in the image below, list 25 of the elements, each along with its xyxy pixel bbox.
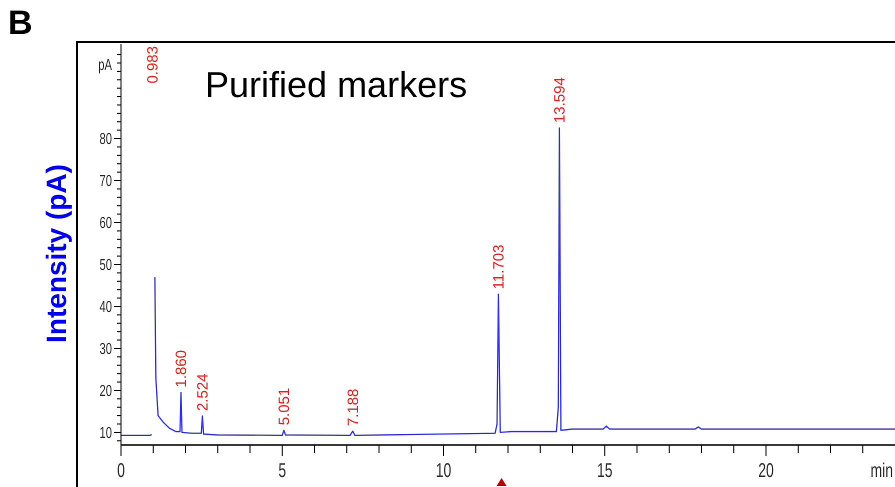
y-tick-label: 70 [100, 171, 112, 190]
annotation: 0.983 [144, 46, 162, 84]
text: pA [98, 54, 113, 74]
y-tick-label: 20 [100, 380, 112, 400]
text: Purified markers [205, 64, 468, 105]
y-axis-title: Intensity (pA) [41, 164, 72, 343]
annotation: 11.703 [490, 244, 508, 290]
x-tick-label: 20 [758, 458, 774, 482]
annotation: 5.051 [276, 388, 293, 426]
annotation: 2.524 [194, 373, 212, 412]
x-tick-label: 5 [278, 458, 286, 482]
x-axis-title: min [870, 458, 893, 482]
y-tick-label: 50 [100, 255, 112, 274]
annotation: 1.860 [172, 350, 190, 388]
y-tick-label: 80 [100, 129, 112, 148]
y-tick-label: 10 [100, 422, 112, 442]
y-tick-label: 60 [100, 213, 112, 232]
annotation: 7.188 [344, 388, 362, 426]
y-tick-label: 30 [100, 338, 112, 358]
text: B [8, 4, 33, 42]
y-tick-label: 40 [100, 297, 112, 316]
annotation: 13.594 [551, 77, 568, 124]
x-tick-label: 0 [117, 458, 125, 482]
x-tick-label: 15 [596, 458, 613, 482]
x-tick-label: 10 [436, 458, 452, 482]
